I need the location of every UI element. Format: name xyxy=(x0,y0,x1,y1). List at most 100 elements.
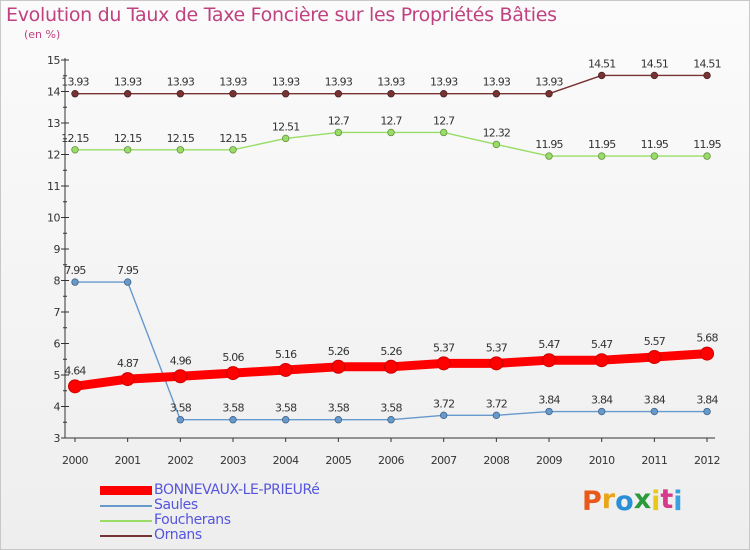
data-label: 5.47 xyxy=(538,338,560,351)
data-point xyxy=(278,362,293,377)
legend-swatch xyxy=(100,504,152,507)
data-point xyxy=(229,416,237,424)
data-point xyxy=(226,366,241,381)
data-label: 13.93 xyxy=(535,76,563,89)
data-point xyxy=(68,379,82,394)
data-point xyxy=(71,90,79,98)
data-point xyxy=(545,90,553,98)
x-tick-label: 2011 xyxy=(641,454,667,467)
data-label: 14.51 xyxy=(693,57,721,70)
data-label: 4.87 xyxy=(117,357,139,370)
x-tick-label: 2002 xyxy=(167,454,193,467)
data-point xyxy=(123,90,132,98)
data-label: 14.51 xyxy=(588,57,616,70)
x-tick-label: 2001 xyxy=(115,454,141,467)
data-label: 12.7 xyxy=(328,114,350,127)
data-point xyxy=(436,356,451,371)
data-point xyxy=(650,152,659,160)
y-tick-label: 13 xyxy=(47,117,60,130)
axes: 3 4 5 6 7 8 9 10 11 12 13 14 15 2000 2001 2002 2003 2004 2… xyxy=(47,54,721,467)
data-label: 12.15 xyxy=(219,132,247,145)
data-label: 3.58 xyxy=(275,402,297,415)
data-label: 3.84 xyxy=(644,394,666,407)
series-layer xyxy=(68,71,715,424)
data-point xyxy=(229,90,237,98)
data-label: 7.95 xyxy=(117,264,139,277)
chart-title: Evolution du Taux de Taxe Foncière sur l… xyxy=(6,4,557,26)
data-point xyxy=(120,372,135,387)
data-label: 12.15 xyxy=(61,132,89,145)
data-label: 11.95 xyxy=(693,138,721,151)
data-point xyxy=(598,407,606,416)
data-label: 13.93 xyxy=(483,76,511,89)
data-label: 13.93 xyxy=(167,76,195,89)
data-label: 3.84 xyxy=(538,394,560,407)
x-tick-label: 2008 xyxy=(483,454,509,467)
legend-item-foucherans: Foucherans xyxy=(100,513,319,528)
data-point xyxy=(176,90,185,98)
logo-letter: r xyxy=(601,484,616,515)
data-point xyxy=(594,353,609,368)
data-labels-layer: 13.93 13.93 13.93 13.93 13.93 13.93 13.93 13.93… xyxy=(61,57,722,415)
data-label: 12.15 xyxy=(167,132,195,145)
data-label: 3.84 xyxy=(591,394,613,407)
data-point xyxy=(650,71,659,80)
data-point xyxy=(492,411,501,420)
y-tick-label: 9 xyxy=(54,243,61,256)
data-point xyxy=(703,71,711,80)
data-point xyxy=(492,90,501,98)
data-label: 5.57 xyxy=(644,335,666,348)
data-point xyxy=(173,369,188,384)
x-tick-label: 2000 xyxy=(62,454,88,467)
data-point xyxy=(489,356,504,371)
data-point xyxy=(598,71,606,80)
data-label: 5.37 xyxy=(433,341,455,354)
data-label: 3.58 xyxy=(328,402,350,415)
x-tick-label: 2004 xyxy=(273,454,299,467)
data-label: 12.7 xyxy=(380,114,402,127)
x-tick-label: 2012 xyxy=(694,454,720,467)
legend-swatch xyxy=(100,534,152,537)
data-label: 13.93 xyxy=(219,76,247,89)
logo-letter: P xyxy=(582,486,602,517)
data-point xyxy=(703,407,711,416)
data-label: 13.93 xyxy=(377,76,405,89)
data-label: 5.06 xyxy=(222,351,244,364)
y-tick-label: 15 xyxy=(47,54,60,67)
x-tick-label: 2007 xyxy=(431,454,457,467)
data-label: 3.58 xyxy=(222,402,244,415)
data-point xyxy=(331,359,346,374)
data-label: 5.68 xyxy=(696,332,718,345)
data-point xyxy=(123,146,132,154)
data-label: 3.58 xyxy=(170,402,192,415)
x-tick-label: 2003 xyxy=(220,454,246,467)
data-point xyxy=(334,128,343,137)
data-point xyxy=(439,128,448,137)
logo-letter: i xyxy=(673,486,683,517)
data-label: 12.15 xyxy=(114,132,142,145)
data-label: 13.93 xyxy=(114,76,142,89)
data-label: 5.26 xyxy=(380,345,402,358)
data-point xyxy=(387,416,395,424)
data-point xyxy=(71,146,79,154)
data-label: 5.47 xyxy=(591,338,613,351)
y-axis-unit-label: (en %) xyxy=(24,28,61,41)
x-tick-label: 2009 xyxy=(536,454,562,467)
y-tick-label: 5 xyxy=(54,369,61,382)
data-point xyxy=(176,146,185,154)
legend-label: BONNEVAUX-LE-PRIEURé xyxy=(154,482,320,498)
y-tick-label: 10 xyxy=(47,212,60,225)
legend-label: Ornans xyxy=(154,527,202,543)
legend-item-saules: Saules xyxy=(100,498,319,513)
legend-swatch xyxy=(100,486,152,495)
data-label: 3.72 xyxy=(486,397,507,410)
logo-letter: i xyxy=(651,486,661,517)
data-point xyxy=(700,346,715,361)
data-label: 5.26 xyxy=(328,345,350,358)
data-label: 11.95 xyxy=(535,138,563,151)
data-label: 13.93 xyxy=(325,76,353,89)
y-tick-label: 3 xyxy=(54,432,61,445)
data-label: 4.64 xyxy=(64,364,86,377)
data-point xyxy=(647,350,662,365)
